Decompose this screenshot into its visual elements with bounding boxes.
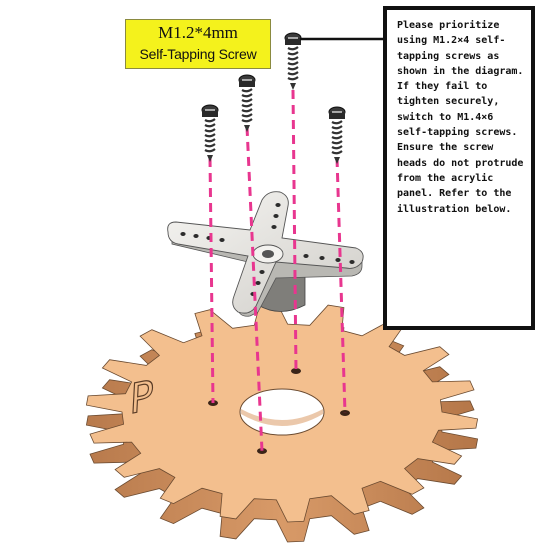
screw-thread <box>331 120 343 125</box>
screw-tip <box>207 155 213 162</box>
screw-thread <box>331 140 343 145</box>
screw-thread <box>204 123 216 128</box>
horn-hole <box>193 234 199 238</box>
gear-hole <box>291 368 301 374</box>
screw-thread <box>331 145 343 150</box>
instruction-text: Please prioritize using M1.2×4 self-tapp… <box>397 20 524 215</box>
screw-thread <box>287 71 299 76</box>
screw-thread <box>331 150 343 155</box>
screw-head-side <box>285 38 301 45</box>
gear-center-hole-wall <box>241 409 323 426</box>
screw-thread <box>204 148 216 153</box>
self-tapping-screw <box>284 32 302 90</box>
screw-thread <box>204 118 216 123</box>
horn-hole <box>219 238 225 242</box>
self-tapping-screw <box>238 74 256 132</box>
servo-horn <box>167 191 364 317</box>
screw-thread <box>331 135 343 140</box>
screw-thread <box>241 108 253 113</box>
horn-hole <box>271 225 277 229</box>
screw-thread <box>287 51 299 56</box>
screw-head-side <box>329 112 345 119</box>
screw-thread <box>287 66 299 71</box>
horn-hole <box>303 254 309 258</box>
instruction-note: Please prioritize using M1.2×4 self-tapp… <box>383 6 535 330</box>
screw-thread <box>241 98 253 103</box>
screw-thread <box>241 103 253 108</box>
horn-hole <box>335 258 341 262</box>
screw-thread <box>204 143 216 148</box>
screw-thread <box>204 128 216 133</box>
screw-thread <box>331 130 343 135</box>
horn-hole <box>180 232 186 236</box>
screw-thread <box>287 76 299 81</box>
guide-line <box>208 157 215 404</box>
screw-tip <box>290 83 296 90</box>
screw-size-text: M1.2*4mm <box>158 23 238 42</box>
screw-thread <box>287 56 299 61</box>
horn-hole <box>273 214 279 218</box>
gear-center-hole <box>239 388 325 436</box>
screw-thread <box>287 46 299 51</box>
gear-engraving: P <box>129 370 155 424</box>
gear: P <box>85 301 479 543</box>
guide-lines <box>208 89 347 452</box>
horn-hole <box>255 281 261 285</box>
guide-line <box>335 157 347 414</box>
screw-tip <box>334 157 340 164</box>
screw-thread <box>204 138 216 143</box>
gear-hole <box>257 448 267 454</box>
horn-hub-hole <box>262 250 274 258</box>
screw-spec-label: M1.2*4mm Self-Tapping Screw <box>125 19 271 69</box>
guide-line <box>245 126 264 452</box>
screw-type-text: Self-Tapping Screw <box>139 46 257 62</box>
screw-thread <box>241 113 253 118</box>
screw-thread <box>241 88 253 93</box>
screw-head-side <box>202 110 218 117</box>
horn-hole <box>319 256 325 260</box>
horn-hole <box>259 270 265 274</box>
screw-thread <box>241 118 253 123</box>
screw-thread <box>241 93 253 98</box>
horn-hole <box>349 260 355 264</box>
screw-head-side <box>239 80 255 87</box>
screw-tip <box>244 125 250 132</box>
screw-thread <box>331 125 343 130</box>
self-tapping-screw <box>201 104 219 162</box>
screw-thread <box>287 61 299 66</box>
guide-line <box>291 89 298 372</box>
screw-thread <box>204 133 216 138</box>
screws <box>201 32 346 164</box>
horn-hole <box>275 203 281 207</box>
self-tapping-screw <box>328 106 346 164</box>
